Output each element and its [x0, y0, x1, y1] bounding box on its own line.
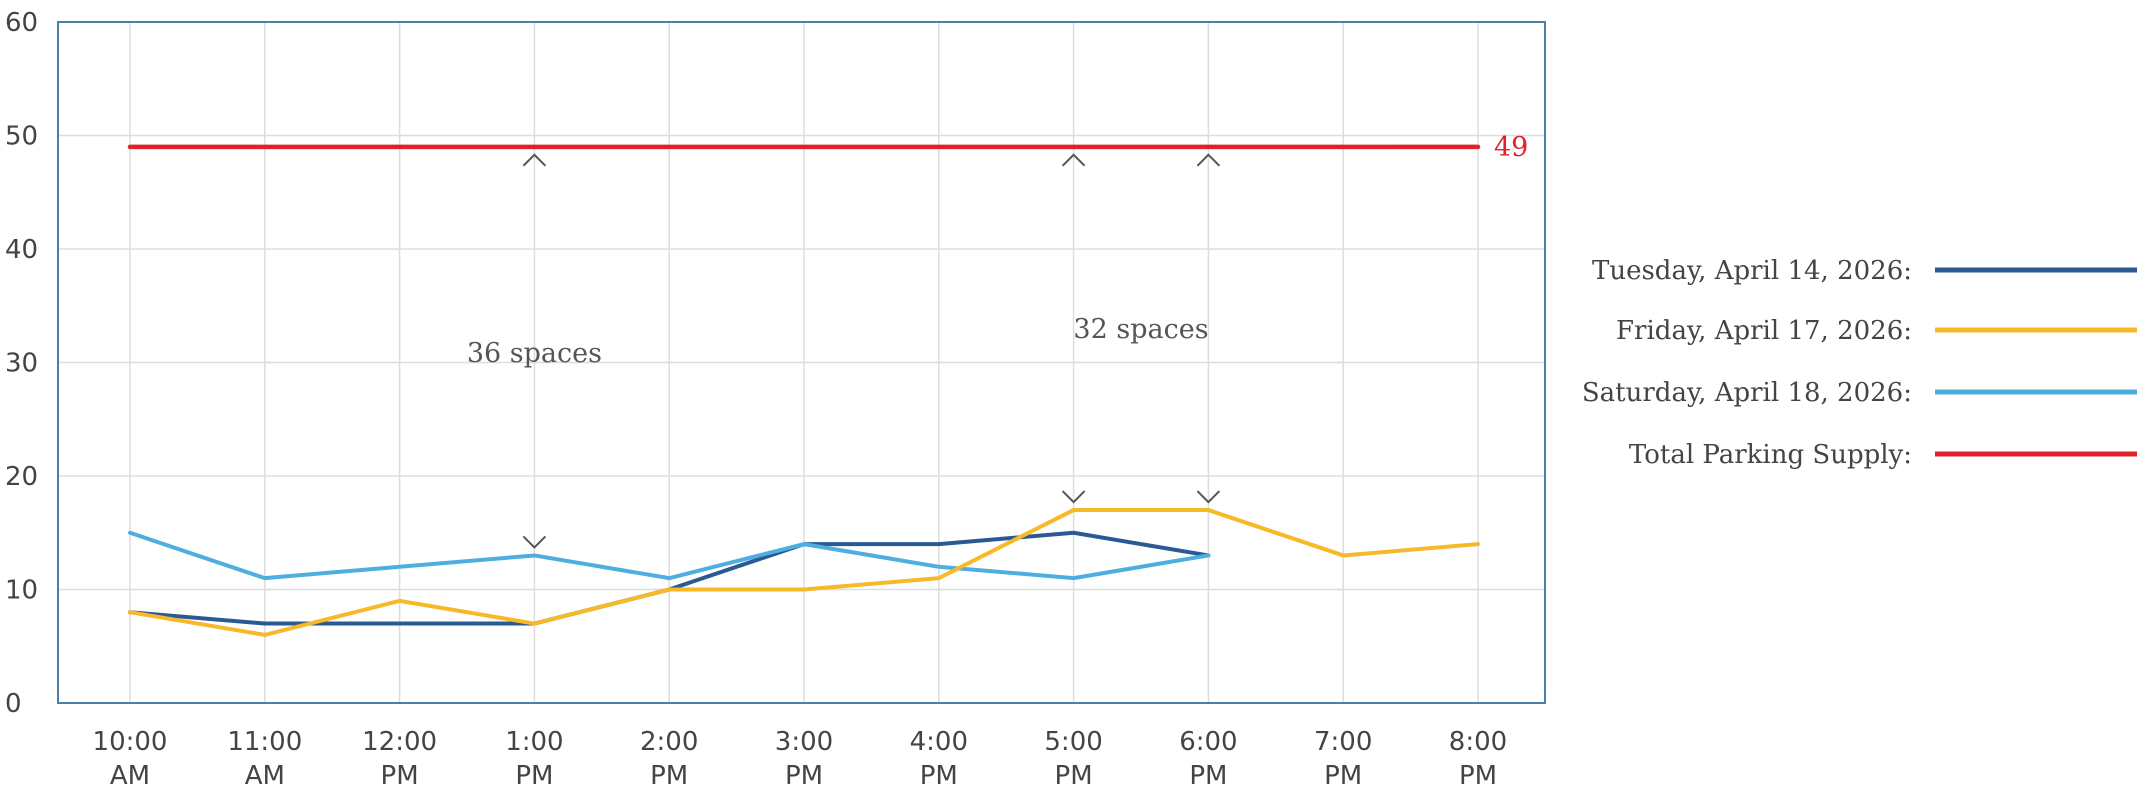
annotation-label: 36 spaces [467, 338, 602, 369]
legend-label: Tuesday, April 14, 2026: [1592, 256, 1912, 286]
x-tick-label: 10:00 AM [93, 727, 168, 791]
y-tick-label: 20 [5, 462, 38, 492]
arrowhead-up-icon [1196, 153, 1221, 167]
y-tick-label: 30 [5, 349, 38, 379]
x-tick-label: 11:00 AM [227, 727, 302, 791]
x-tick-label: 6:00 PM [1179, 727, 1237, 791]
y-tick-label: 60 [5, 8, 38, 38]
x-tick-label: 1:00 PM [505, 727, 563, 791]
arrowhead-up-icon [522, 153, 547, 167]
arrowhead-down-icon [1061, 490, 1086, 504]
x-tick-label: 3:00 PM [775, 727, 833, 791]
y-tick-label: 40 [5, 235, 38, 265]
x-tick-label: 5:00 PM [1044, 727, 1102, 791]
series-lines: 49 [127, 132, 1528, 637]
arrowhead-down-icon [522, 535, 547, 549]
arrowhead-down-icon [1196, 490, 1221, 504]
series-line [128, 530, 1211, 581]
grid-lines [58, 21, 1545, 704]
y-tick-label: 10 [5, 576, 38, 606]
x-tick-label: 4:00 PM [910, 727, 968, 791]
arrowhead-up-icon [1061, 153, 1086, 167]
x-tick-label: 12:00 PM [362, 727, 437, 791]
plot-frame [57, 21, 1546, 704]
legend: Tuesday, April 14, 2026: Friday, April 17… [1582, 256, 2137, 470]
supply-value-label: 49 [1494, 132, 1528, 163]
legend-label: Total Parking Supply: [1629, 440, 1912, 470]
x-axis: 10:00 AM 11:00 AM 12:00 PM 1:00 PM 2:00 PM 3:00 PM 4… [93, 727, 1508, 791]
y-axis: 0 10 20 30 40 50 60 [5, 8, 38, 719]
annotations: 36 spaces 32 spaces [467, 153, 1221, 549]
legend-label: Friday, April 17, 2026: [1616, 316, 1912, 346]
legend-label: Saturday, April 18, 2026: [1582, 378, 1912, 408]
x-tick-label: 7:00 PM [1314, 727, 1372, 791]
y-tick-label: 0 [5, 689, 22, 719]
series-line [128, 508, 1480, 637]
y-tick-label: 50 [5, 122, 38, 152]
x-tick-label: 8:00 PM [1449, 727, 1507, 791]
annotation-label: 32 spaces [1073, 314, 1208, 345]
x-tick-label: 2:00 PM [640, 727, 698, 791]
